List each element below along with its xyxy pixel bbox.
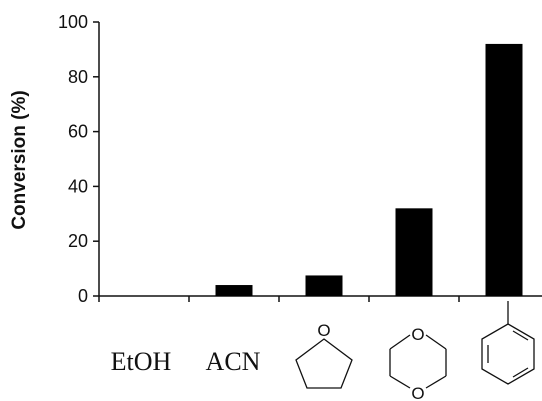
dioxane-oxygen-top-label: O: [411, 325, 424, 344]
bars: [215, 43, 523, 296]
toluene-structure-icon: [481, 301, 535, 385]
category-label-acn: ACN: [206, 347, 261, 376]
bar: [305, 275, 343, 296]
dioxane-structure-icon: O O: [389, 325, 447, 401]
x-ticks: [98, 296, 460, 302]
y-tick-label: 100: [58, 12, 88, 32]
y-axis-label: Conversion (%): [9, 90, 30, 229]
bar: [485, 43, 523, 296]
y-tick-label: 20: [68, 231, 88, 251]
bar: [395, 208, 433, 296]
dioxane-oxygen-bottom-label: O: [411, 384, 424, 401]
category-label-etoh: EtOH: [111, 347, 172, 376]
y-tick-label: 80: [68, 67, 88, 87]
y-ticks: 0 20 40 60 80 100: [58, 12, 99, 306]
y-tick-label: 60: [68, 122, 88, 142]
y-tick-label: 0: [78, 286, 88, 306]
thf-structure-icon: O: [295, 321, 353, 389]
bar: [215, 285, 253, 296]
y-tick-label: 40: [68, 176, 88, 196]
thf-oxygen-label: O: [317, 321, 330, 340]
